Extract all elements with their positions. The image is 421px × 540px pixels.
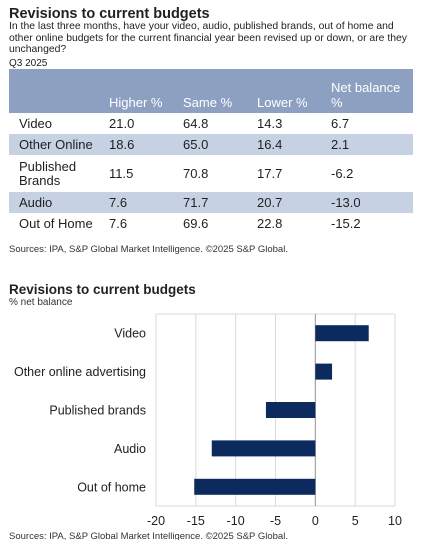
budget-table: Higher % Same % Lower % Net balance % Vi…: [9, 69, 413, 234]
header-empty: [9, 69, 109, 113]
x-tick-label: -20: [147, 514, 165, 528]
x-tick-label: -15: [187, 514, 205, 528]
category-label: Out of home: [77, 480, 146, 494]
header-lower: Lower %: [257, 69, 331, 113]
survey-question: In the last three months, have your vide…: [9, 21, 407, 56]
row-label: Other Online: [9, 134, 109, 155]
cell-lower: 20.7: [257, 192, 331, 213]
chart-source: Sources: IPA, S&P Global Market Intellig…: [9, 531, 288, 540]
category-label: Published brands: [49, 404, 146, 418]
x-tick-label: -10: [227, 514, 245, 528]
cell-higher: 7.6: [109, 192, 183, 213]
cell-same: 65.0: [183, 134, 257, 155]
bar: [211, 440, 316, 457]
cell-same: 64.8: [183, 115, 209, 131]
bar: [315, 363, 333, 380]
row-label: Audio: [9, 192, 109, 213]
table-source: Sources: IPA, S&P Global Market Intellig…: [9, 244, 288, 255]
period-label: Q3 2025: [9, 58, 48, 69]
x-tick-label: 0: [312, 514, 319, 528]
row-label: Out of Home: [19, 215, 93, 231]
chart-title: Revisions to current budgets: [9, 282, 196, 297]
table-row: Out of Home 7.6 69.6 22.8 -15.2: [9, 213, 413, 234]
bar: [265, 402, 316, 418]
cell-net: -13.0: [331, 192, 413, 213]
row-label: Published Brands: [19, 158, 77, 188]
x-tick-label: -5: [270, 514, 281, 528]
table-row: Other Online 18.6 65.0 16.4 2.1: [9, 134, 413, 155]
table-row: Video 21.0 64.8 14.3 6.7: [9, 113, 413, 134]
category-label: Video: [114, 327, 146, 341]
table-row: Published Brands 11.5 70.8 17.7 -6.2: [9, 155, 413, 192]
cell-lower: 14.3: [257, 115, 283, 131]
category-label: Audio: [114, 442, 146, 456]
cell-lower: 16.4: [257, 134, 331, 155]
cell-higher: 11.5: [109, 165, 134, 181]
cell-same: 70.8: [183, 165, 209, 181]
x-tick-label: 5: [352, 514, 359, 528]
header-net-balance: Net balance %: [331, 69, 413, 113]
cell-net: 6.7: [331, 115, 350, 131]
row-label: Video: [19, 115, 53, 131]
cell-same: 69.6: [183, 215, 209, 231]
header-higher: Higher %: [109, 69, 183, 113]
bar: [194, 478, 316, 495]
cell-lower: 17.7: [257, 165, 283, 181]
cell-higher: 21.0: [109, 115, 135, 131]
x-tick-label: 10: [388, 514, 402, 528]
cell-net: -6.2: [331, 165, 354, 181]
cell-net: -15.2: [331, 215, 361, 231]
cell-same: 71.7: [183, 192, 257, 213]
table-header-row: Higher % Same % Lower % Net balance %: [9, 69, 413, 113]
cell-lower: 22.8: [257, 215, 283, 231]
chart-unit-label: % net balance: [9, 297, 73, 308]
bar: [315, 325, 369, 342]
cell-net: 2.1: [331, 134, 413, 155]
category-label: Other online advertising: [14, 365, 146, 379]
cell-higher: 7.6: [109, 215, 128, 231]
header-same: Same %: [183, 69, 257, 113]
cell-higher: 18.6: [109, 134, 183, 155]
table-row: Audio 7.6 71.7 20.7 -13.0: [9, 192, 413, 213]
table-title: Revisions to current budgets: [9, 6, 210, 22]
